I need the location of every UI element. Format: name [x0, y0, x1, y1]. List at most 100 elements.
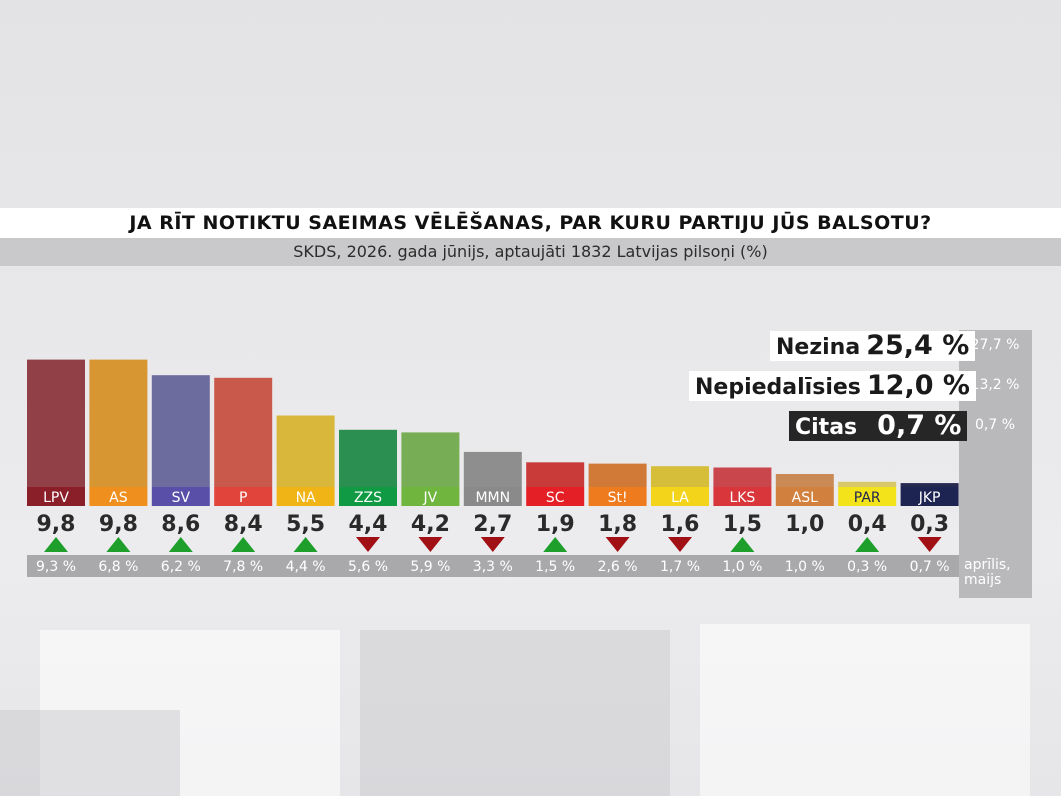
- value-label: 9,8: [99, 512, 138, 537]
- trend-up-icon: [231, 537, 256, 552]
- trend-down-icon: [356, 537, 380, 552]
- value-label: 8,4: [224, 512, 263, 537]
- citas-label: Citas: [795, 415, 858, 440]
- nepiedalisies-previous: 13,2 %: [970, 377, 1020, 393]
- previous-value-label: 7,8 %: [223, 559, 263, 575]
- bar-as: [89, 359, 148, 487]
- party-label: St!: [608, 490, 628, 506]
- bar-lpv: [27, 359, 85, 487]
- party-label: JV: [423, 490, 438, 506]
- previous-value-label: 1,7 %: [660, 559, 700, 575]
- trend-up-icon: [293, 537, 318, 552]
- nepiedalisies-box: Nepiedalīsies 12,0 %: [689, 371, 976, 401]
- party-label-bg: [713, 487, 772, 506]
- value-label: 1,8: [598, 512, 637, 537]
- party-label: AS: [109, 490, 128, 506]
- nezina-previous: 27,7 %: [970, 337, 1020, 353]
- value-label: 1,9: [536, 512, 575, 537]
- value-label: 8,6: [161, 512, 200, 537]
- bar-na: [276, 415, 335, 487]
- floor-background: [0, 600, 1061, 796]
- value-label: 4,2: [411, 512, 450, 537]
- trend-down-icon: [605, 537, 630, 552]
- party-label-bg: [339, 487, 397, 506]
- value-label: 1,0: [785, 512, 824, 537]
- citas-previous: 0,7 %: [974, 417, 1016, 433]
- party-label-bg: [526, 487, 585, 506]
- party-label: P: [239, 490, 247, 506]
- chart-subtitle: SKDS, 2026. gada jūnijs, aptaujāti 1832 …: [293, 242, 768, 261]
- trend-up-icon: [855, 537, 880, 552]
- trend-down-icon: [668, 537, 692, 552]
- previous-value-label: 9,3 %: [36, 559, 76, 575]
- bar-zzs: [339, 429, 397, 487]
- title-band: [0, 208, 1061, 238]
- previous-value-label: 0,3 %: [847, 559, 887, 575]
- party-label-bg: [89, 487, 148, 506]
- value-label: 1,5: [723, 512, 762, 537]
- subtitle-band: [0, 238, 1061, 266]
- trend-up-icon: [106, 537, 131, 552]
- party-label: MMN: [475, 490, 510, 506]
- bar-la: [651, 466, 709, 487]
- trend-down-icon: [917, 537, 942, 552]
- trend-up-icon: [543, 537, 568, 552]
- bar-jkp: [900, 483, 959, 487]
- citas-value: 0,7 %: [877, 410, 962, 441]
- nezina-label: Nezina: [776, 335, 861, 360]
- trend-down-icon: [480, 537, 505, 552]
- party-label-bg: [588, 487, 647, 506]
- value-label: 5,5: [286, 512, 325, 537]
- party-label: ASL: [792, 490, 818, 506]
- previous-value-label: 2,6 %: [598, 559, 638, 575]
- previous-value-label: 6,2 %: [161, 559, 201, 575]
- bar-par: [838, 481, 897, 487]
- trend-down-icon: [418, 537, 443, 552]
- previous-value-label: 6,8 %: [98, 559, 138, 575]
- previous-value-label: 0,7 %: [910, 559, 950, 575]
- bar-lks: [713, 467, 772, 487]
- value-label: 1,6: [661, 512, 700, 537]
- party-label: LPV: [43, 490, 69, 506]
- party-label-bg: [775, 487, 834, 506]
- party-label-bg: [401, 487, 460, 506]
- party-label: SV: [172, 490, 191, 506]
- party-label-bg: [463, 487, 522, 506]
- previous-value-label: 1,5 %: [535, 559, 575, 575]
- previous-values-strip: [27, 555, 959, 577]
- value-label: 0,4: [848, 512, 887, 537]
- value-label: 0,3: [910, 512, 949, 537]
- previous-value-label: 5,9 %: [410, 559, 450, 575]
- period-label: aprīlis, maijs: [964, 557, 1011, 588]
- party-label: ZZS: [354, 490, 382, 506]
- previous-value-label: 4,4 %: [286, 559, 326, 575]
- citas-box: Citas 0,7 %: [789, 410, 968, 441]
- trend-up-icon: [44, 537, 68, 552]
- previous-value-label: 1,0 %: [785, 559, 825, 575]
- party-label-bg: [214, 487, 273, 506]
- trend-up-icon: [730, 537, 755, 552]
- bar-mmn: [463, 451, 522, 487]
- bar-st: [588, 463, 647, 487]
- nepiedalisies-value: 12,0 %: [866, 370, 970, 401]
- party-label-bg: [651, 487, 709, 506]
- party-label: LA: [671, 490, 689, 506]
- party-label: PAR: [854, 490, 881, 506]
- party-label-bg: [838, 487, 897, 506]
- bar-sc: [526, 462, 585, 487]
- previous-value-label: 5,6 %: [348, 559, 388, 575]
- nezina-box: Nezina 25,4 %: [770, 330, 976, 361]
- party-label: SC: [546, 490, 565, 506]
- party-label-bg: [151, 487, 210, 506]
- chart-title: JA RĪT NOTIKTU SAEIMAS VĒLĒŠANAS, PAR KU…: [129, 212, 932, 234]
- previous-value-label: 3,3 %: [473, 559, 513, 575]
- nezina-value: 25,4 %: [866, 330, 970, 361]
- party-label: NA: [296, 490, 316, 506]
- value-label: 9,8: [37, 512, 76, 537]
- trend-up-icon: [168, 537, 193, 552]
- party-label-bg: [900, 487, 959, 506]
- party-label-bg: [276, 487, 335, 506]
- party-label-bg: [27, 487, 85, 506]
- bar-sv: [151, 375, 210, 487]
